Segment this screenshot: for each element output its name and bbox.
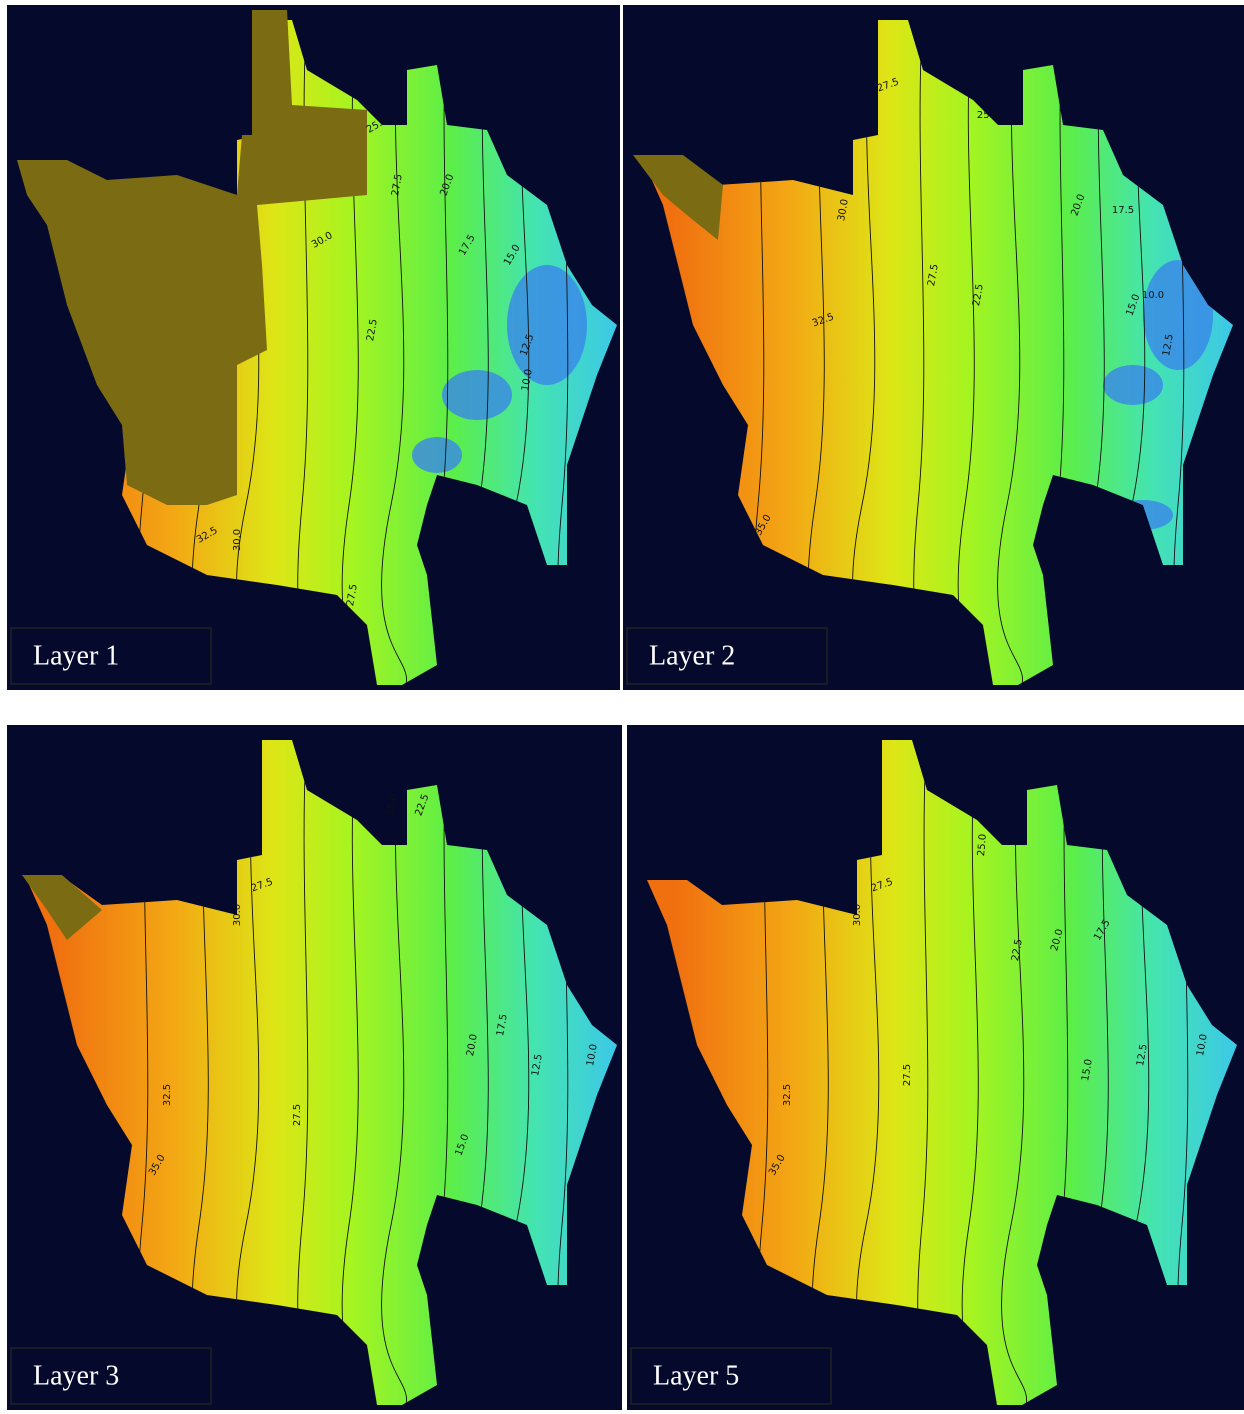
panel-label: Layer 5 <box>653 1360 739 1391</box>
panel-label: Layer 2 <box>649 640 735 671</box>
contour-label: 32.5 <box>782 1084 793 1106</box>
cold-zone <box>1103 365 1163 405</box>
contour-label: 17.5 <box>1112 205 1134 216</box>
contour-label: 27.5 <box>902 1064 913 1086</box>
panel-label: Layer 3 <box>33 1360 119 1391</box>
page: {"panels": [ {"label": "Layer 1", "conto… <box>0 0 1244 1414</box>
contour-label: 32.5 <box>162 1084 173 1106</box>
contour-label: 10.0 <box>1142 290 1164 301</box>
contour-label: 30.0 <box>852 904 863 926</box>
contour-label: 30.0 <box>232 904 243 926</box>
contour-label: 30.0 <box>232 529 243 551</box>
cold-zone <box>507 265 587 385</box>
cold-zone <box>442 370 512 420</box>
contour-label: 25.0 <box>977 110 999 121</box>
map-figure: 25.027.530.032.522.520.017.515.012.510.0… <box>0 0 1244 1414</box>
contour-label: 25.0 <box>976 833 989 856</box>
panel-label: Layer 1 <box>33 640 119 671</box>
cold-zone <box>412 437 462 473</box>
contour-label: 27.5 <box>292 1104 303 1126</box>
